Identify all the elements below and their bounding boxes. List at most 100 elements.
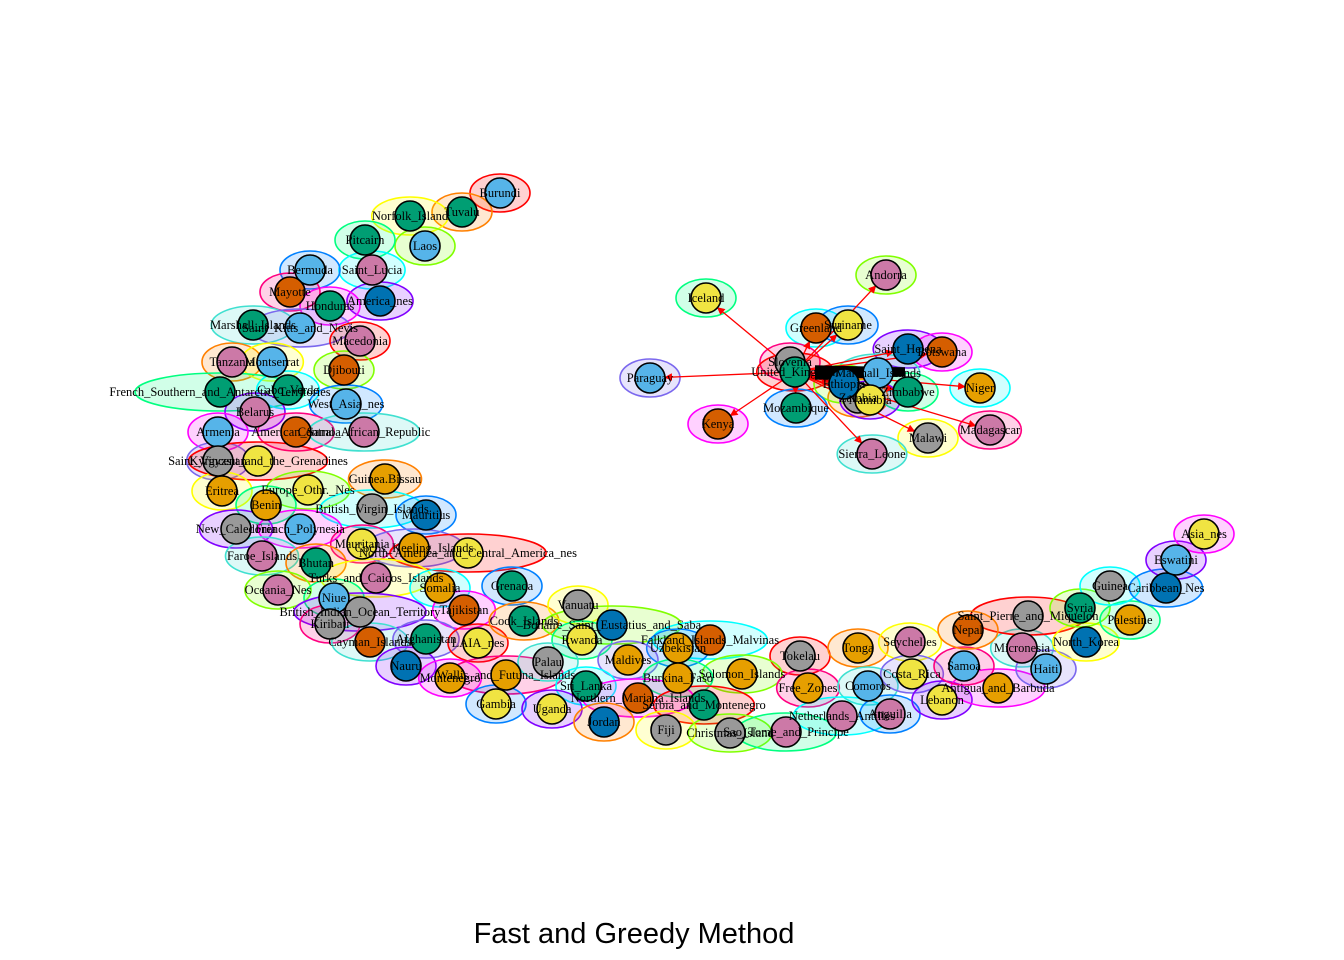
node-somalia[interactable] bbox=[424, 572, 456, 604]
node-mauritius[interactable] bbox=[410, 499, 442, 531]
node-greenland[interactable] bbox=[800, 312, 832, 344]
node-british-virgin-islands[interactable] bbox=[356, 493, 388, 525]
node-ethiopia[interactable] bbox=[828, 368, 860, 400]
node-burkina-faso[interactable] bbox=[662, 662, 694, 694]
node-north-america-and-central-america-nes[interactable] bbox=[452, 537, 484, 569]
node-antigua-and-barbuda[interactable] bbox=[982, 672, 1014, 704]
node-tajikistan[interactable] bbox=[448, 594, 480, 626]
node-lebanon[interactable] bbox=[926, 684, 958, 716]
node-tokelau[interactable] bbox=[784, 640, 816, 672]
node-cocos-keeling-islands[interactable] bbox=[398, 532, 430, 564]
node-guinea[interactable] bbox=[1094, 570, 1126, 602]
node-sierra-leone[interactable] bbox=[856, 438, 888, 470]
node-caribbean-nes[interactable] bbox=[1150, 572, 1182, 604]
node-comoros[interactable] bbox=[852, 670, 884, 702]
node-eswatini[interactable] bbox=[1160, 544, 1192, 576]
node-montserrat[interactable] bbox=[256, 346, 288, 378]
node-cook-islands[interactable] bbox=[508, 605, 540, 637]
node-benin[interactable] bbox=[250, 489, 282, 521]
node-american-samoa[interactable] bbox=[280, 416, 312, 448]
node-saint-lucia[interactable] bbox=[356, 254, 388, 286]
node-kenya[interactable] bbox=[702, 408, 734, 440]
node-mozambique[interactable] bbox=[780, 392, 812, 424]
node-paraguay[interactable] bbox=[634, 362, 666, 394]
node-netherlands-antilles[interactable] bbox=[826, 700, 858, 732]
node-suriname[interactable] bbox=[832, 309, 864, 341]
node-wallis-and-futuna-islands[interactable] bbox=[490, 659, 522, 691]
node-serbia-and-montenegro[interactable] bbox=[688, 689, 720, 721]
node-rwanda[interactable] bbox=[566, 624, 598, 656]
node-uganda[interactable] bbox=[536, 693, 568, 725]
node-zimbabwe[interactable] bbox=[892, 376, 924, 408]
node-mauritania[interactable] bbox=[346, 528, 378, 560]
node-laia-nes[interactable] bbox=[462, 627, 494, 659]
node-north-korea[interactable] bbox=[1070, 626, 1102, 658]
node-eritrea[interactable] bbox=[206, 475, 238, 507]
node-maldives[interactable] bbox=[612, 644, 644, 676]
node-falkland-islands-malvinas[interactable] bbox=[694, 624, 726, 656]
node-palestine[interactable] bbox=[1114, 604, 1146, 636]
node-turks-and-caicos-islands[interactable] bbox=[360, 562, 392, 594]
node-kiribati[interactable] bbox=[314, 608, 346, 640]
node-fiji[interactable] bbox=[650, 714, 682, 746]
node-bonaire-saint-eustatius-and-saba[interactable] bbox=[596, 609, 628, 641]
node-british-indian-ocean-territory[interactable] bbox=[344, 596, 376, 628]
node-haiti[interactable] bbox=[1030, 653, 1062, 685]
node-saint-pierre-and-miquelon[interactable] bbox=[1012, 600, 1044, 632]
node-tanzania[interactable] bbox=[216, 346, 248, 378]
node-marshall-islands[interactable] bbox=[237, 309, 269, 341]
node-saint-helena[interactable] bbox=[892, 333, 924, 365]
node-syria[interactable] bbox=[1064, 592, 1096, 624]
node-laos[interactable] bbox=[409, 230, 441, 262]
node-burundi[interactable] bbox=[484, 177, 516, 209]
node-seychelles[interactable] bbox=[894, 626, 926, 658]
node-norfolk-island[interactable] bbox=[394, 200, 426, 232]
node-vanuatu[interactable] bbox=[562, 589, 594, 621]
node-namibia[interactable] bbox=[854, 384, 886, 416]
node-northern-mariana-islands[interactable] bbox=[622, 682, 654, 714]
node-pitcairn[interactable] bbox=[349, 224, 381, 256]
node-new-caledonia[interactable] bbox=[220, 513, 252, 545]
node-europe-othr-nes[interactable] bbox=[292, 474, 324, 506]
node-guinea-bissau[interactable] bbox=[369, 463, 401, 495]
node-asia-nes[interactable] bbox=[1188, 518, 1220, 550]
node-honduras[interactable] bbox=[314, 290, 346, 322]
node-micronesia[interactable] bbox=[1006, 632, 1038, 664]
node-malawi[interactable] bbox=[912, 422, 944, 454]
node-tuvalu[interactable] bbox=[446, 196, 478, 228]
node-iceland[interactable] bbox=[690, 282, 722, 314]
node-grenada[interactable] bbox=[496, 570, 528, 602]
node-nepal[interactable] bbox=[952, 614, 984, 646]
node-montenegro[interactable] bbox=[434, 662, 466, 694]
node-jordan[interactable] bbox=[588, 706, 620, 738]
node-christmas-island[interactable] bbox=[714, 717, 746, 749]
node-botswana[interactable] bbox=[926, 336, 958, 368]
node-solomon-islands[interactable] bbox=[726, 658, 758, 690]
node-french-southern-and-antarctic-territories[interactable] bbox=[204, 376, 236, 408]
node-afghanistan[interactable] bbox=[410, 623, 442, 655]
node-niger[interactable] bbox=[964, 372, 996, 404]
node-cabo-verde[interactable] bbox=[272, 374, 304, 406]
node-palau[interactable] bbox=[532, 646, 564, 678]
node-faroe-islands[interactable] bbox=[246, 540, 278, 572]
node-bhutan[interactable] bbox=[300, 547, 332, 579]
node-gambia[interactable] bbox=[480, 688, 512, 720]
node-sao-tome-and-principe[interactable] bbox=[770, 716, 802, 748]
node-mayotte[interactable] bbox=[274, 276, 306, 308]
node-french-polynesia[interactable] bbox=[284, 513, 316, 545]
node-djibouti[interactable] bbox=[328, 354, 360, 386]
node-nauru[interactable] bbox=[390, 650, 422, 682]
node-bermuda[interactable] bbox=[294, 254, 326, 286]
node-west-asia-nes[interactable] bbox=[330, 388, 362, 420]
node-united-kingdom[interactable] bbox=[779, 356, 811, 388]
node-america-nes[interactable] bbox=[364, 285, 396, 317]
node-sri-lanka[interactable] bbox=[570, 670, 602, 702]
node-central-african-republic[interactable] bbox=[348, 416, 380, 448]
node-oceania-nes[interactable] bbox=[262, 574, 294, 606]
node-saint-kitts-and-nevis[interactable] bbox=[284, 312, 316, 344]
node-saint-vincent-and-the-grenadines[interactable] bbox=[242, 445, 274, 477]
node-anguilla[interactable] bbox=[874, 698, 906, 730]
node-andorra[interactable] bbox=[870, 259, 902, 291]
node-madagascar[interactable] bbox=[974, 414, 1006, 446]
node-free-zones[interactable] bbox=[792, 672, 824, 704]
